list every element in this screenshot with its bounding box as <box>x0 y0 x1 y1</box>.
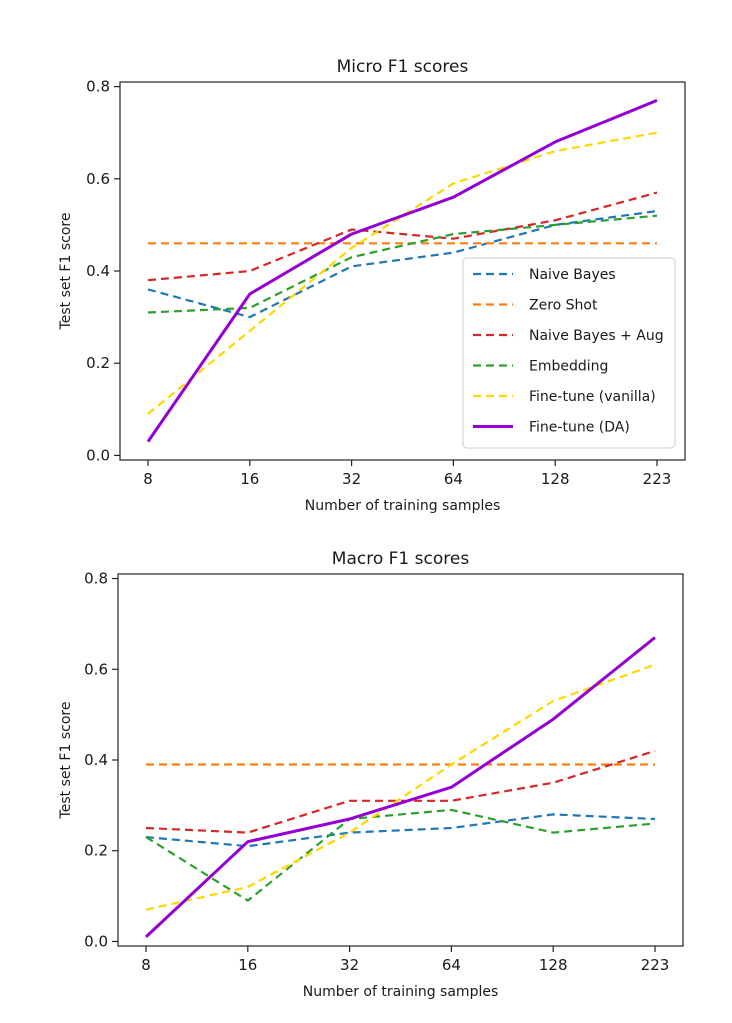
y-axis-label: Test set F1 score <box>58 213 74 331</box>
chart-panel-2: Macro F1 scores 0.0 0.2 0.4 0.6 0.8 8 16 32 64 128… <box>58 549 684 1000</box>
y-tick-label: 0.0 <box>84 932 108 950</box>
x-tick-label: 223 <box>643 470 672 488</box>
y-tick-label: 0.4 <box>84 751 108 769</box>
x-tick-label: 128 <box>539 956 568 974</box>
legend-box <box>462 257 676 449</box>
legend-label: Naive Bayes + Aug <box>529 328 664 344</box>
y-tick-label: 0.6 <box>84 660 108 678</box>
y-tick-label: 0.8 <box>86 78 110 96</box>
legend-label: Fine-tune (vanilla) <box>529 389 656 405</box>
series-line-naive-bayes-aug <box>147 191 658 282</box>
legend-label: Naive Bayes <box>529 267 616 283</box>
x-tick-label: 32 <box>340 956 359 974</box>
x-tick-label: 8 <box>143 470 153 488</box>
y-tick-label: 0.2 <box>86 354 110 372</box>
y-tick-label: 0.0 <box>86 446 110 464</box>
x-tick-label: 128 <box>541 470 570 488</box>
x-tick-label: 64 <box>442 956 461 974</box>
x-tick-label: 64 <box>444 470 463 488</box>
series-line-fine-tune-da <box>146 99 658 443</box>
series-line-series-4 <box>145 808 656 902</box>
series-line-series-1 <box>145 813 656 848</box>
legend-label: Embedding <box>529 359 608 375</box>
y-axis-label: Test set F1 score <box>58 702 74 820</box>
y-tick-label: 0.8 <box>84 570 108 588</box>
series-line-fine-tune-vanilla <box>147 131 658 415</box>
x-tick-label: 8 <box>141 956 151 974</box>
y-tick-label: 0.2 <box>84 842 108 860</box>
legend-label: Zero Shot <box>529 298 598 314</box>
chart-panel-1: Micro F1 scores 0.0 0.2 0.4 0.6 0.8 8 16 32 64 128… <box>58 57 686 514</box>
x-tick-label: 16 <box>238 956 257 974</box>
plot-frame <box>117 573 684 947</box>
chart-title: Micro F1 scores <box>337 57 469 77</box>
y-tick-label: 0.6 <box>86 170 110 188</box>
chart-title: Macro F1 scores <box>332 549 470 569</box>
x-axis-label: Number of training samples <box>303 984 499 1000</box>
series-line-series-6 <box>144 636 656 938</box>
series-line-naive-bayes <box>147 210 658 319</box>
x-axis-label: Number of training samples <box>305 498 501 514</box>
series-line-embedding <box>147 214 658 314</box>
series-line-series-3 <box>145 749 656 834</box>
legend-label: Fine-tune (DA) <box>529 420 630 436</box>
x-tick-label: 223 <box>641 956 670 974</box>
y-tick-label: 0.4 <box>86 262 110 280</box>
series-line-series-5 <box>145 663 656 911</box>
x-tick-label: 32 <box>342 470 361 488</box>
x-tick-label: 16 <box>240 470 259 488</box>
